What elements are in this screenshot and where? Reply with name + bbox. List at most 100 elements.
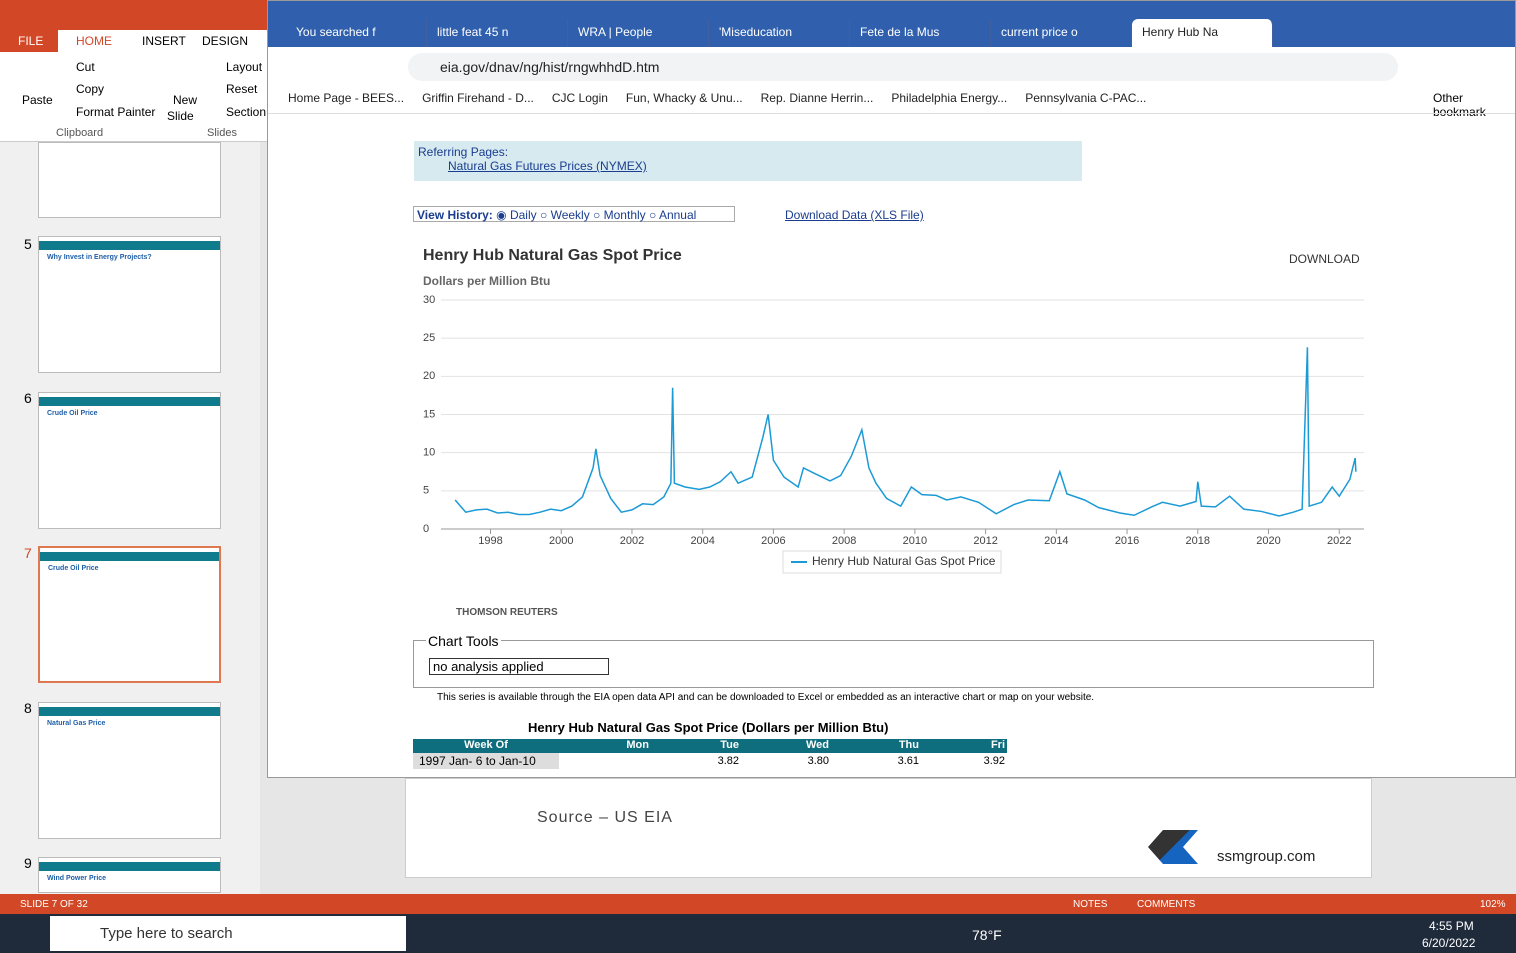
bookmark[interactable]: Home Page - BEES... [288, 91, 405, 105]
legend-box [782, 550, 1002, 574]
browser-window: You searched f little feat 45 n WRA | Pe… [267, 0, 1516, 778]
bookmark[interactable]: Griffin Firehand - D... [422, 91, 534, 105]
tab-strip [268, 1, 1515, 47]
chart: Henry Hub Natural Gas Spot Price Dollars… [423, 247, 1364, 574]
cut-button[interactable]: Cut [76, 60, 95, 74]
clock-date: 6/20/2022 [1422, 936, 1476, 950]
referring-box: Referring Pages: Natural Gas Futures Pri… [414, 141, 1082, 181]
ppt-tab[interactable]: HOME [76, 34, 112, 48]
radio-option[interactable]: ○ Weekly [539, 208, 590, 222]
table-title: Henry Hub Natural Gas Spot Price (Dollar… [528, 720, 889, 735]
slide-number: 6 [24, 390, 32, 406]
slide-title: Natural Gas Price [47, 720, 106, 727]
bookmark[interactable]: Pennsylvania C-PAC... [1025, 91, 1147, 105]
x-tick-label: 2000 [549, 535, 573, 547]
analysis-select[interactable]: no analysis applied [429, 658, 609, 675]
x-tick-label: 2018 [1186, 535, 1210, 547]
y-tick-label: 0 [423, 523, 429, 535]
x-tick-label: 1998 [478, 535, 502, 547]
thomson-reuters: THOMSON REUTERS [456, 607, 558, 618]
clock-time: 4:55 PM [1429, 919, 1474, 933]
table-header-cell: Mon [626, 739, 649, 751]
paste-button[interactable]: Paste [22, 93, 53, 107]
address-bar[interactable]: eia.gov/dnav/ng/hist/rngwhhdD.htm [408, 53, 1398, 81]
layout-button[interactable]: Layout [226, 60, 263, 74]
format-painter[interactable]: Format Painter [76, 105, 156, 119]
slide-thumb[interactable]: Crude Oil Price [38, 392, 221, 529]
table-row: 1997 Jan- 6 to Jan-10 3.82 3.80 3.61 3.9… [413, 753, 1007, 769]
radio-option[interactable]: ○ Monthly [593, 208, 646, 222]
x-tick-label: 2014 [1044, 535, 1068, 547]
referring-label: Referring Pages: [418, 145, 509, 159]
slide-thumb[interactable]: Natural Gas Price [38, 702, 221, 839]
table-header-cell: Fri [990, 739, 1005, 751]
x-tick-label: 2004 [690, 535, 714, 547]
browser-tab[interactable]: 'Miseducation [709, 19, 850, 47]
table-cell: 3.80 [807, 755, 829, 767]
notes-button[interactable]: NOTES [1073, 899, 1108, 910]
table-cell: 3.61 [897, 755, 919, 767]
slide-thumb[interactable]: Why Invest in Energy Projects? [38, 236, 221, 373]
download-button[interactable]: DOWNLOAD [1289, 252, 1360, 266]
slide-title: Crude Oil Price [47, 410, 98, 417]
legend-label: Henry Hub Natural Gas Spot Price [812, 554, 996, 568]
browser-tab[interactable]: current price o [991, 19, 1132, 47]
radio-label: Daily [509, 208, 537, 222]
slide-count: SLIDE 7 OF 32 [20, 899, 88, 910]
slide-number: 5 [24, 236, 32, 252]
ppt-tab[interactable]: DESIGN [202, 34, 249, 48]
data-table: Week Of Mon Tue Wed Thu Fri 1997 Jan- 6 … [413, 739, 1007, 769]
chart-tools-label: Chart Tools [426, 633, 501, 649]
weather[interactable]: 78°F [972, 927, 1002, 943]
page-divider [268, 113, 1515, 114]
radio-label: Monthly [603, 208, 646, 222]
browser-tab[interactable]: WRA | People [568, 19, 709, 47]
section-button[interactable]: Section [226, 105, 267, 119]
slide-thumb[interactable]: Wind Power Price [38, 857, 221, 893]
table-cell: 3.92 [983, 755, 1005, 767]
table-header: Week Of Mon Tue Wed Thu Fri [413, 739, 1007, 753]
bookmark[interactable]: Fun, Whacky & Unu... [625, 91, 743, 105]
ppt-tab-file[interactable]: FILE [0, 30, 58, 52]
slide-thumb-selected[interactable]: Crude Oil Price [38, 546, 221, 683]
x-tick-label: 2002 [620, 535, 644, 547]
bookmark[interactable]: Rep. Dianne Herrin... [760, 91, 874, 105]
comments-button[interactable]: COMMENTS [1137, 899, 1196, 910]
table-header-cell: Wed [805, 739, 829, 751]
x-tick-label: 2020 [1256, 535, 1280, 547]
slide-number: 8 [24, 700, 32, 716]
copy-button[interactable]: Copy [76, 82, 105, 96]
reset-button[interactable]: Reset [226, 82, 258, 96]
browser-tab[interactable]: You searched f [286, 19, 427, 47]
browser-tab-active[interactable]: Henry Hub Na [1132, 19, 1273, 47]
ppt-tab[interactable]: INSERT [142, 34, 186, 48]
bookmark[interactable]: Philadelphia Energy... [891, 91, 1008, 105]
referring-link[interactable]: Natural Gas Futures Prices (NYMEX) [448, 159, 647, 173]
taskbar: Type here to search 78°F 4:55 PM 6/20/20… [0, 914, 1516, 953]
x-tick-label: 2008 [832, 535, 856, 547]
other-bookmarks[interactable]: Other bookmark [1433, 91, 1486, 119]
slide-source: Source – US EIA [537, 809, 673, 826]
browser-tab[interactable]: Fete de la Mus [850, 19, 991, 47]
slide-title: Why Invest in Energy Projects? [47, 254, 152, 261]
x-tick-label: 2016 [1115, 535, 1139, 547]
y-tick-label: 5 [423, 485, 429, 497]
table-cell: 3.82 [717, 755, 739, 767]
search-box[interactable]: Type here to search [50, 916, 406, 951]
radio-label: Annual [658, 208, 697, 222]
download-data-link[interactable]: Download Data (XLS File) [785, 208, 924, 222]
new-slide[interactable]: Slide [167, 109, 194, 123]
browser-tab[interactable]: little feat 45 n [427, 19, 568, 47]
slide-title: Crude Oil Price [48, 565, 99, 572]
y-tick-label: 30 [423, 294, 435, 306]
slide-thumb[interactable] [38, 142, 221, 218]
y-tick-label: 20 [423, 370, 435, 382]
table-header-cell: Week Of [464, 739, 508, 751]
radio-option[interactable]: ○ Annual [649, 208, 697, 222]
new-slide[interactable]: New [173, 93, 198, 107]
bookmark[interactable]: CJC Login [551, 91, 608, 105]
radio-option[interactable]: ◉ Daily [496, 208, 537, 222]
y-tick-label: 10 [423, 447, 435, 459]
x-tick-label: 2006 [761, 535, 785, 547]
